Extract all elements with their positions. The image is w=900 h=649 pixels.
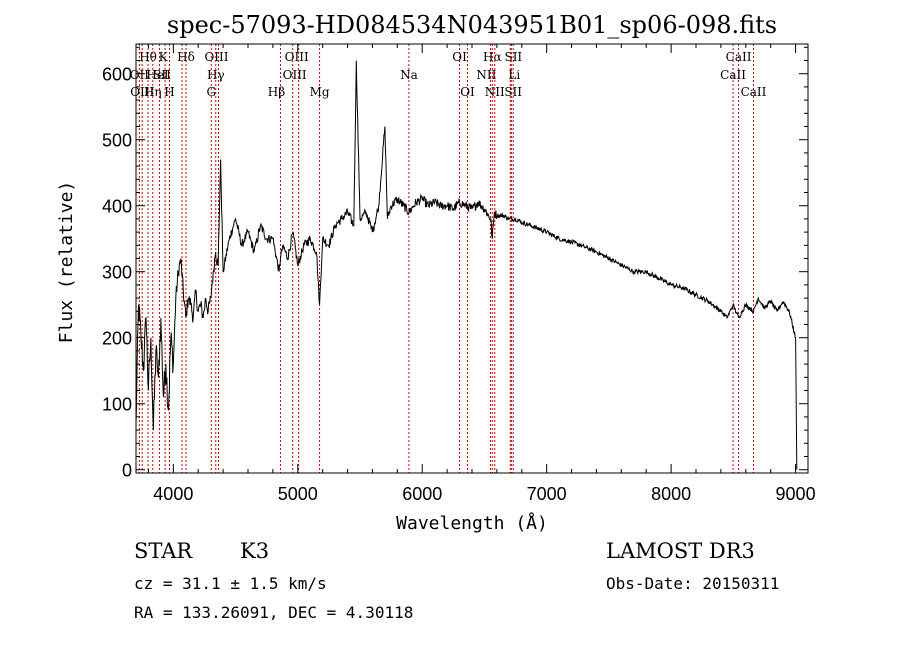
x-tick-label: 5000 <box>278 484 318 504</box>
plot-frame <box>135 43 809 474</box>
line-label-20: NII <box>476 68 496 82</box>
line-label-5: K <box>159 50 169 64</box>
line-label-18: OI <box>460 85 475 99</box>
x-tick-label: 9000 <box>776 484 816 504</box>
line-label-7: H <box>164 85 174 99</box>
x-tick-label: 4000 <box>153 484 193 504</box>
line-label-26: CaII <box>720 68 746 82</box>
line-label-14: OIII <box>283 68 307 82</box>
y-tick-label: 600 <box>102 65 132 85</box>
flux-line <box>135 60 798 470</box>
line-label-0: OII <box>130 68 150 82</box>
line-label-19: Hα <box>483 50 502 64</box>
line-label-23: Li <box>508 68 520 82</box>
y-tick-label: 0 <box>122 461 132 481</box>
line-label-4: HeI <box>146 68 169 82</box>
line-label-21: NII <box>485 85 505 99</box>
x-tick-label: 6000 <box>402 484 442 504</box>
obs-date: Obs-Date: 20150311 <box>606 574 780 593</box>
line-label-27: CaII <box>741 85 767 99</box>
x-tick-label: 7000 <box>527 484 567 504</box>
line-label-16: Na <box>400 68 418 82</box>
x-tick-label: 8000 <box>651 484 691 504</box>
y-tick-label: 500 <box>102 131 132 151</box>
x-axis-label: Wavelength (Å) <box>396 512 548 534</box>
line-label-6: SII <box>153 68 171 82</box>
line-label-17: OI <box>452 50 467 64</box>
line-label-8: Hδ <box>177 50 195 64</box>
flux-series <box>135 60 798 470</box>
chart-title: spec-57093-HD084534N043951B01_sp06-098.f… <box>167 11 777 39</box>
survey-name: LAMOST DR3 <box>606 539 755 563</box>
y-axis-label: Flux (relative) <box>56 181 77 344</box>
line-label-13: OIII <box>285 50 309 64</box>
axes: 4000 5000 6000 7000 8000 9000 0 100 200 300 400 500… <box>102 43 816 504</box>
object-subclass: K3 <box>240 539 270 563</box>
line-label-3: Hη <box>144 85 162 99</box>
line-label-11: G <box>206 85 216 99</box>
y-tick-label: 300 <box>102 263 132 283</box>
line-label-15: Mg <box>310 85 330 99</box>
y-tick-label: 200 <box>102 329 132 349</box>
line-label-12: Hβ <box>268 85 285 99</box>
line-label-24: SII <box>504 85 522 99</box>
redshift-readout: cz = 31.1 ± 1.5 km/s <box>134 574 327 593</box>
coordinates: RA = 133.26091, DEC = 4.30118 <box>134 603 414 622</box>
line-label-25: CaII <box>726 50 752 64</box>
object-class: STAR <box>134 539 193 563</box>
y-tick-label: 100 <box>102 395 132 415</box>
line-label-10: Hγ <box>207 68 225 82</box>
y-tick-label: 400 <box>102 197 132 217</box>
line-label-9: OIII <box>204 50 228 64</box>
